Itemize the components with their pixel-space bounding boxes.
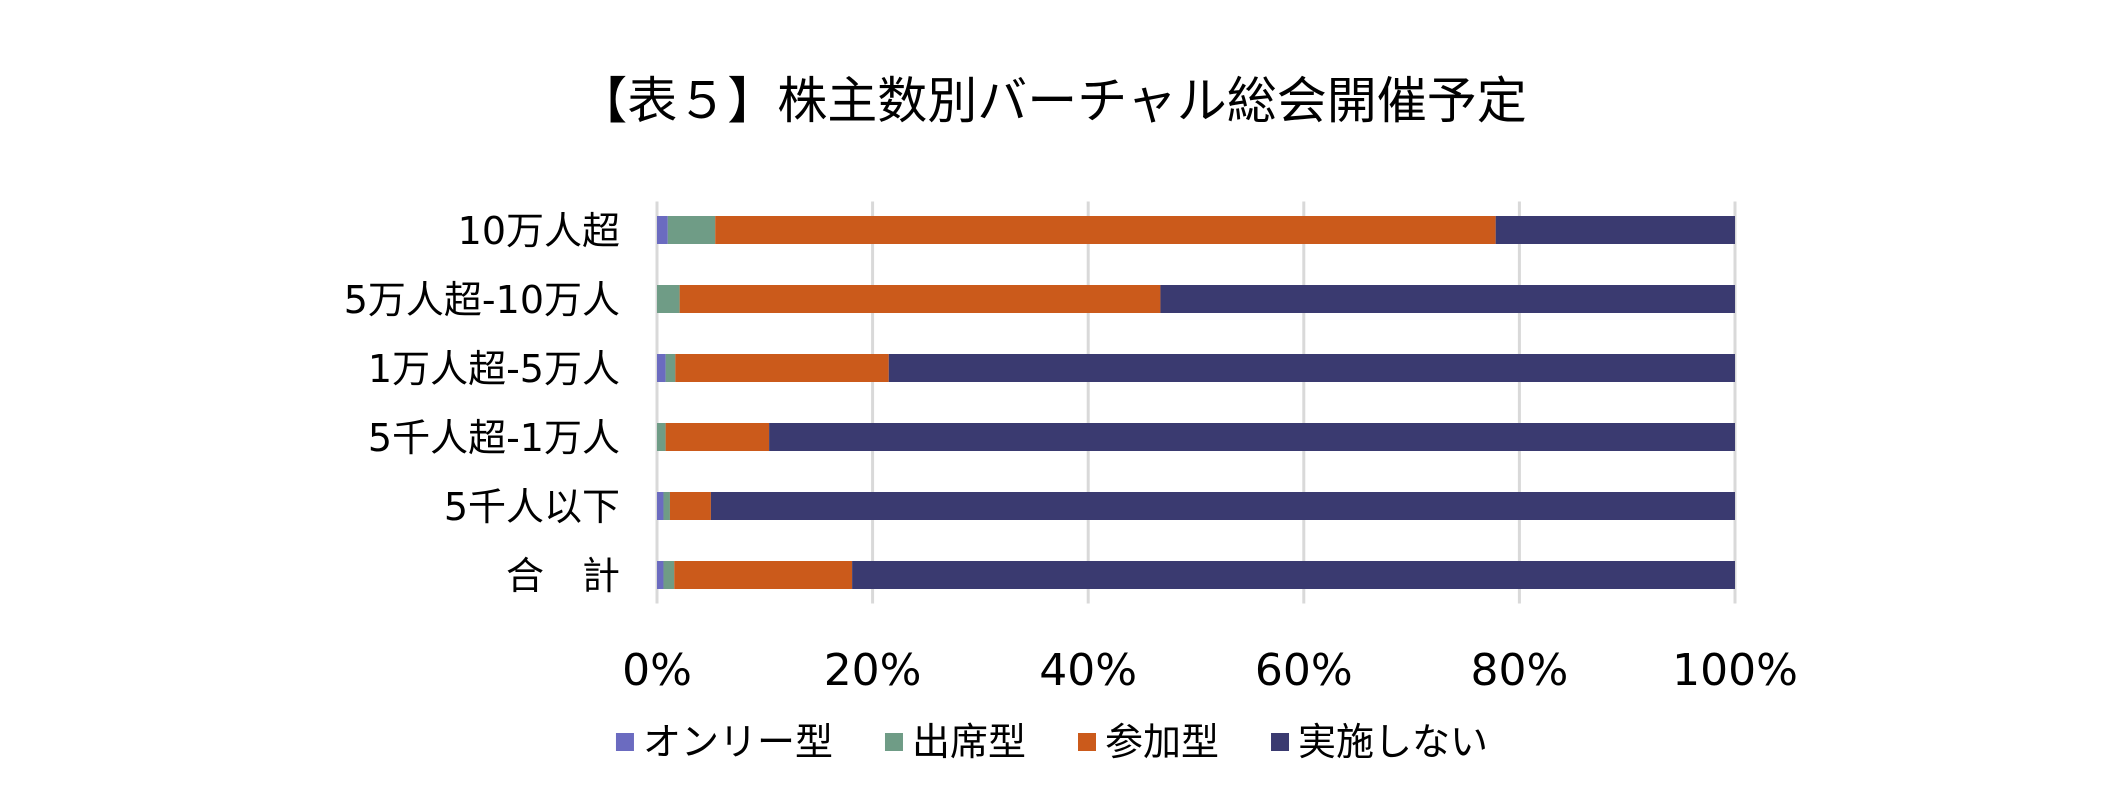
bar-segment [715,216,1496,244]
category-label: 5万人超-10万人 [344,278,620,322]
chart-title: 【表５】株主数別バーチャル総会開催予定 [577,72,1527,130]
legend-label: 参加型 [1105,720,1219,764]
bar-segment [657,492,664,520]
bar-segment [674,561,853,589]
legend: オンリー型 出席型 参加型 実施しない [615,720,1488,764]
category-label: 合 計 [506,554,620,598]
category-label: 5千人以下 [444,485,620,529]
bar-segment [669,492,711,520]
x-tick-label: 80% [1471,645,1569,696]
bar-segment [657,354,666,382]
bar-segment [665,354,676,382]
bar-segment [665,423,770,451]
bar-segment [663,561,675,589]
bar-segment [679,285,1161,313]
x-tick-label: 100% [1672,645,1798,696]
legend-swatch [884,733,903,751]
category-label: 1万人超-5万人 [368,347,620,391]
legend-label: オンリー型 [643,720,833,764]
bar-segment [888,354,1735,382]
bar-segment [1495,216,1735,244]
category-label: 10万人超 [458,209,620,253]
bar-segment [675,354,889,382]
bar-segment [710,492,1735,520]
bar-segment [657,561,664,589]
bars [657,216,1735,589]
x-tick-label: 60% [1255,645,1353,696]
x-tick-label: 0% [622,645,692,696]
x-tick-labels: 0% 20% 40% 60% 80% 100% [622,645,1798,696]
legend-swatch [1271,733,1290,751]
category-label: 5千人超-1万人 [368,416,620,460]
legend-swatch [615,733,634,751]
legend-label: 出席型 [912,720,1026,764]
x-tick-label: 40% [1039,645,1137,696]
gridlines [655,201,1737,604]
bar-segment [657,285,680,313]
bar-segment [1160,285,1735,313]
bar-segment [663,492,670,520]
x-tick-label: 20% [824,645,922,696]
bar-segment [657,423,666,451]
bar-segment [852,561,1735,589]
bar-segment [667,216,716,244]
bar-segment [657,216,668,244]
bar-segment [769,423,1735,451]
legend-label: 実施しない [1298,720,1488,764]
legend-swatch [1078,733,1096,751]
